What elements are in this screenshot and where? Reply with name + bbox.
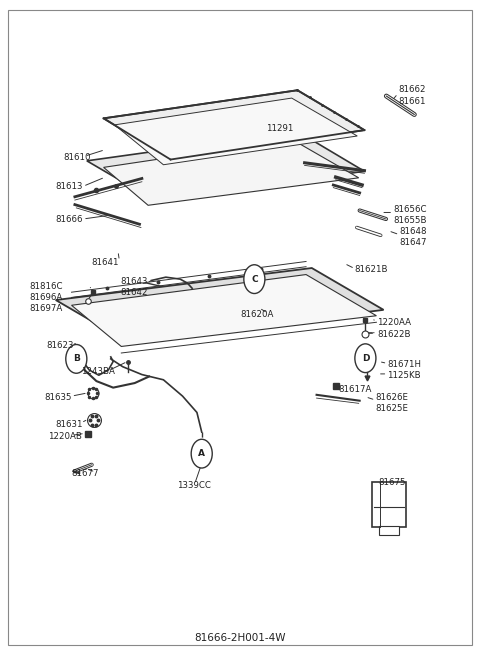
Circle shape <box>191 440 212 468</box>
Circle shape <box>244 265 265 293</box>
Text: 81666-2H001-4W: 81666-2H001-4W <box>194 633 286 643</box>
Text: 81643
81642: 81643 81642 <box>120 277 148 297</box>
Polygon shape <box>104 90 364 160</box>
Text: 1339CC: 1339CC <box>177 481 211 490</box>
Text: 81622B: 81622B <box>377 329 410 339</box>
Text: A: A <box>198 449 205 458</box>
Text: 11291: 11291 <box>266 124 294 133</box>
Polygon shape <box>104 140 359 205</box>
Text: 1243BA: 1243BA <box>81 367 115 377</box>
Text: 81613: 81613 <box>56 183 83 191</box>
Polygon shape <box>115 98 357 165</box>
Text: 81662
81661: 81662 81661 <box>398 85 425 105</box>
Bar <box>379 525 399 534</box>
Text: C: C <box>251 274 258 284</box>
Text: 81621B: 81621B <box>355 265 388 274</box>
Text: 1220AA: 1220AA <box>377 318 411 327</box>
Circle shape <box>355 344 376 373</box>
Text: 81675: 81675 <box>379 478 406 487</box>
Polygon shape <box>56 268 384 342</box>
Text: 1125KB: 1125KB <box>387 371 421 380</box>
Polygon shape <box>72 274 376 346</box>
Text: 1220AB: 1220AB <box>48 432 82 441</box>
Text: B: B <box>73 354 80 364</box>
Text: 81631: 81631 <box>56 420 83 429</box>
Text: 81610: 81610 <box>63 153 90 162</box>
Bar <box>372 482 406 527</box>
Text: D: D <box>361 354 369 363</box>
Text: 81648
81647: 81648 81647 <box>399 227 427 248</box>
Text: 81617A: 81617A <box>338 385 372 394</box>
Text: 81666: 81666 <box>56 215 83 224</box>
Text: 81626E
81625E: 81626E 81625E <box>375 392 408 413</box>
Polygon shape <box>87 132 364 200</box>
Text: 81620A: 81620A <box>240 310 274 319</box>
Text: 81677: 81677 <box>72 469 99 477</box>
Circle shape <box>66 345 87 373</box>
Text: 81635: 81635 <box>45 393 72 402</box>
Text: 81656C
81655B: 81656C 81655B <box>393 205 427 225</box>
Text: 81697A: 81697A <box>29 304 63 313</box>
Text: 81623: 81623 <box>46 341 73 350</box>
Text: 81671H: 81671H <box>387 360 421 369</box>
Text: 81641: 81641 <box>92 257 119 267</box>
Text: 81696A: 81696A <box>29 293 63 302</box>
Text: 81816C: 81816C <box>29 282 63 291</box>
